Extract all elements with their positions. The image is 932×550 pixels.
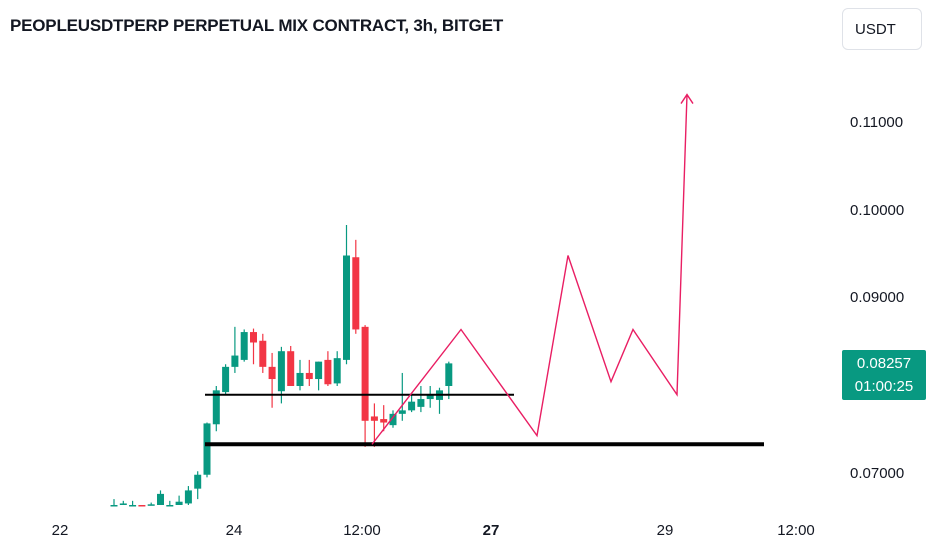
candle-body bbox=[287, 351, 295, 386]
currency-label: USDT bbox=[855, 20, 896, 38]
candle-body bbox=[426, 394, 434, 400]
chart-title: PEOPLEUSDTPERP PERPETUAL MIX CONTRACT, 3… bbox=[10, 16, 504, 35]
candle bbox=[147, 502, 155, 506]
y-axis: 0.11000 0.10000 0.09000 0.07000 bbox=[850, 114, 904, 482]
candle-body bbox=[408, 401, 416, 411]
candle-body bbox=[445, 363, 453, 386]
candle bbox=[157, 490, 164, 505]
x-tick-label: 12:00 bbox=[777, 522, 815, 539]
y-tick-label: 0.11000 bbox=[850, 114, 903, 131]
candle-body bbox=[296, 372, 304, 386]
y-tick-label: 0.09000 bbox=[850, 289, 904, 306]
candle-body bbox=[110, 505, 118, 507]
candle bbox=[436, 387, 443, 414]
candle bbox=[361, 325, 369, 447]
candle-body bbox=[324, 359, 332, 385]
candle-body bbox=[203, 423, 211, 475]
bar-countdown: 01:00:25 bbox=[854, 378, 914, 395]
candle-body bbox=[277, 351, 285, 392]
candlestick-series bbox=[110, 225, 453, 507]
support-levels bbox=[205, 393, 764, 447]
candle bbox=[389, 410, 397, 428]
projection-path bbox=[371, 93, 694, 445]
x-tick-label: 29 bbox=[657, 522, 674, 539]
projection-line bbox=[371, 94, 688, 445]
projection-arrow-head bbox=[680, 93, 694, 104]
candle-body bbox=[361, 326, 369, 421]
candle-body bbox=[175, 501, 183, 505]
candle-body bbox=[380, 419, 388, 423]
candle bbox=[222, 364, 230, 395]
x-axis: 22 24 12:00 27 29 12:00 bbox=[52, 522, 815, 539]
candle bbox=[352, 239, 360, 334]
candle-body bbox=[259, 340, 267, 367]
candle bbox=[426, 386, 434, 408]
candle-body bbox=[212, 390, 220, 425]
candle bbox=[250, 328, 257, 365]
candle bbox=[408, 394, 416, 413]
candle bbox=[417, 386, 425, 413]
candle bbox=[380, 405, 388, 432]
candle bbox=[184, 486, 192, 505]
currency-selector-button[interactable]: USDT bbox=[842, 8, 922, 50]
candle bbox=[333, 351, 341, 386]
y-tick-label: 0.10000 bbox=[850, 202, 904, 219]
candle-body bbox=[119, 503, 127, 505]
candle-body bbox=[398, 410, 406, 414]
candle-body bbox=[184, 490, 192, 504]
candle bbox=[296, 359, 304, 391]
candle-body bbox=[147, 504, 155, 506]
candle bbox=[259, 333, 267, 373]
candle-body bbox=[352, 257, 360, 330]
x-tick-label: 22 bbox=[52, 522, 69, 539]
candle bbox=[138, 505, 146, 507]
candle-body bbox=[240, 332, 248, 360]
x-tick-label: 27 bbox=[483, 522, 500, 539]
candle-body bbox=[157, 493, 164, 505]
last-price: 0.08257 bbox=[856, 355, 912, 372]
candle-body bbox=[129, 505, 137, 507]
candle bbox=[268, 352, 276, 408]
candle bbox=[240, 329, 248, 362]
candle bbox=[315, 361, 323, 391]
candle bbox=[175, 495, 183, 505]
candle-body bbox=[231, 355, 239, 367]
candle bbox=[119, 500, 127, 505]
candle-body bbox=[333, 358, 341, 384]
candle-body bbox=[389, 413, 397, 426]
y-tick-label: 0.07000 bbox=[850, 465, 904, 482]
candle-body bbox=[417, 399, 425, 407]
candle bbox=[203, 422, 211, 478]
candle-body bbox=[370, 416, 378, 421]
x-tick-label: 24 bbox=[226, 522, 243, 539]
candle bbox=[194, 471, 202, 500]
last-price-badge: 0.08257 01:00:25 bbox=[842, 350, 926, 400]
candle bbox=[212, 386, 220, 432]
x-tick-label: 12:00 bbox=[343, 522, 381, 539]
candle-body bbox=[315, 361, 323, 380]
candle bbox=[445, 361, 453, 400]
candle-body bbox=[194, 474, 202, 489]
candle-body bbox=[343, 255, 350, 360]
candle bbox=[110, 499, 118, 507]
candle-body bbox=[138, 505, 146, 507]
candle bbox=[231, 326, 239, 373]
candle-body bbox=[250, 332, 257, 343]
candle-body bbox=[166, 505, 174, 507]
candle bbox=[343, 225, 350, 365]
candle bbox=[370, 403, 378, 447]
candle-body bbox=[222, 366, 230, 393]
candle bbox=[305, 359, 313, 386]
candle bbox=[129, 500, 137, 507]
candle bbox=[398, 372, 406, 421]
candle bbox=[324, 351, 332, 386]
candle-body bbox=[268, 366, 276, 380]
candle bbox=[166, 500, 174, 507]
candle bbox=[287, 345, 295, 386]
candle-body bbox=[305, 372, 313, 380]
